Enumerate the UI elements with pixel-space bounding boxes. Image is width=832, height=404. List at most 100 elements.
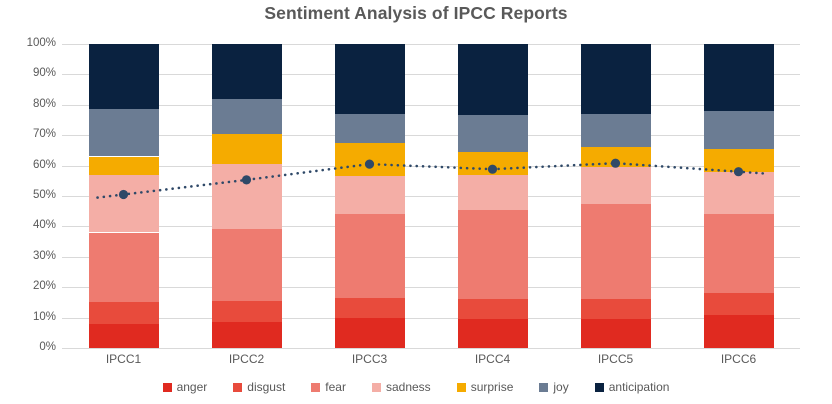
x-axis-tick-label: IPCC5 — [597, 352, 634, 366]
legend-item-label: disgust — [247, 380, 286, 394]
x-axis-tick-label: IPCC1 — [105, 352, 142, 366]
x-axis-tick-label: IPCC4 — [474, 352, 511, 366]
y-axis-tick-label: 50% — [32, 189, 56, 201]
bar-segment-anticipation[interactable] — [580, 44, 651, 114]
gridline — [62, 104, 800, 106]
bar-segment-fear[interactable] — [703, 214, 774, 294]
bar-segment-joy[interactable] — [88, 109, 159, 157]
bar-segment-anticipation[interactable] — [334, 44, 405, 114]
bar-segment-anger[interactable] — [457, 319, 528, 348]
bar-segment-disgust[interactable] — [703, 293, 774, 315]
bar-segment-surprise[interactable] — [580, 147, 651, 168]
legend-item-label: surprise — [470, 380, 514, 394]
bar-segment-anticipation[interactable] — [457, 44, 528, 116]
y-axis-tick-label: 100% — [26, 37, 56, 49]
bar-segment-anger[interactable] — [703, 314, 774, 348]
bar-segment-fear[interactable] — [211, 229, 282, 301]
legend-swatch-icon — [233, 382, 243, 392]
legend-swatch-icon — [371, 382, 381, 392]
bar-segment-joy[interactable] — [580, 113, 651, 148]
x-axis-tick-label: IPCC2 — [228, 352, 265, 366]
legend-item-sadness[interactable]: sadness — [371, 380, 431, 394]
gridline — [62, 226, 800, 228]
bar-segment-disgust[interactable] — [334, 297, 405, 318]
stacked-bar[interactable] — [457, 44, 528, 348]
x-axis-tick-label: IPCC6 — [720, 352, 757, 366]
legend-item-label: joy — [553, 380, 569, 394]
y-axis-tick-label: 70% — [32, 128, 56, 141]
stacked-bar[interactable] — [88, 44, 159, 348]
legend-item-disgust[interactable]: disgust — [233, 381, 285, 393]
y-axis: 100% 90% 80% 70% 60% 50% 40% 30% 20% 10% 0% — [0, 37, 56, 353]
bar-segment-joy[interactable] — [211, 98, 282, 134]
bar-segment-surprise[interactable] — [88, 156, 159, 175]
gridline — [62, 256, 800, 258]
legend-swatch-icon — [162, 382, 172, 392]
legend-item-anger[interactable]: anger — [162, 380, 208, 394]
gridline — [62, 44, 800, 45]
legend-swatch-icon — [539, 382, 549, 392]
legend: anger disgust fear sadness surprise joy antici… — [0, 381, 832, 393]
bar-segment-fear[interactable] — [580, 203, 651, 300]
bar-segment-disgust[interactable] — [457, 299, 528, 320]
x-axis-tick-label: IPCC3 — [351, 352, 388, 366]
gridline — [62, 135, 800, 137]
y-axis-tick-label: 10% — [32, 310, 56, 323]
y-axis-tick-label: 40% — [32, 219, 56, 232]
bar-segment-joy[interactable] — [703, 110, 774, 149]
bar-segment-anger[interactable] — [334, 317, 405, 348]
gridline — [62, 165, 800, 167]
y-axis-tick-label: 60% — [32, 158, 56, 171]
bar-segment-disgust[interactable] — [211, 300, 282, 323]
legend-item-surprise[interactable]: surprise — [456, 380, 514, 394]
y-axis-tick-label: 20% — [32, 280, 56, 293]
bar-segment-sadness[interactable] — [211, 164, 282, 230]
bar-segment-fear[interactable] — [457, 209, 528, 300]
y-axis-tick-label: 90% — [32, 67, 56, 80]
bar-segment-sadness[interactable] — [334, 176, 405, 215]
gridline — [62, 287, 800, 289]
bar-segment-sadness[interactable] — [88, 174, 159, 233]
bar-segment-anticipation[interactable] — [703, 44, 774, 111]
legend-item-anticipation[interactable]: anticipation — [594, 380, 670, 394]
bar-segment-surprise[interactable] — [211, 133, 282, 165]
bar-segment-surprise[interactable] — [703, 148, 774, 172]
bar-segment-anticipation[interactable] — [88, 44, 159, 110]
bar-segment-joy[interactable] — [457, 115, 528, 152]
y-axis-tick-label: 30% — [32, 249, 56, 262]
bar-segment-fear[interactable] — [334, 214, 405, 298]
stacked-bar[interactable] — [334, 44, 405, 348]
bar-segment-surprise[interactable] — [334, 142, 405, 177]
bar-segment-disgust[interactable] — [580, 299, 651, 320]
bar-segment-surprise[interactable] — [457, 151, 528, 175]
gridline — [62, 317, 800, 319]
bar-segment-sadness[interactable] — [580, 167, 651, 204]
bar-segment-sadness[interactable] — [457, 174, 528, 210]
bar-segment-anger[interactable] — [580, 319, 651, 348]
gridline — [62, 348, 800, 349]
bar-segment-anger[interactable] — [88, 323, 159, 348]
bar-segment-anticipation[interactable] — [211, 44, 282, 99]
legend-item-label: anticipation — [608, 380, 670, 394]
stacked-bar[interactable] — [211, 44, 282, 348]
y-axis-tick-label: 80% — [32, 97, 56, 110]
legend-item-label: anger — [176, 380, 208, 394]
bar-segment-fear[interactable] — [88, 232, 159, 303]
bar-segment-sadness[interactable] — [703, 171, 774, 215]
bar-segment-joy[interactable] — [334, 113, 405, 143]
bar-segment-disgust[interactable] — [88, 302, 159, 324]
stacked-bar[interactable] — [580, 44, 651, 348]
gridline — [62, 74, 800, 76]
legend-item-label: sadness — [385, 380, 431, 394]
legend-item-joy[interactable]: joy — [539, 380, 569, 394]
legend-item-fear[interactable]: fear — [311, 381, 346, 393]
legend-swatch-icon — [311, 382, 321, 392]
chart-title: Sentiment Analysis of IPCC Reports — [264, 3, 568, 23]
legend-swatch-icon — [456, 382, 466, 392]
legend-item-label: fear — [325, 380, 346, 394]
plot-area — [62, 44, 800, 349]
y-axis-tick-label: 0% — [39, 341, 56, 353]
bar-segment-anger[interactable] — [211, 322, 282, 348]
stacked-bar[interactable] — [703, 44, 774, 348]
legend-swatch-icon — [594, 382, 604, 392]
